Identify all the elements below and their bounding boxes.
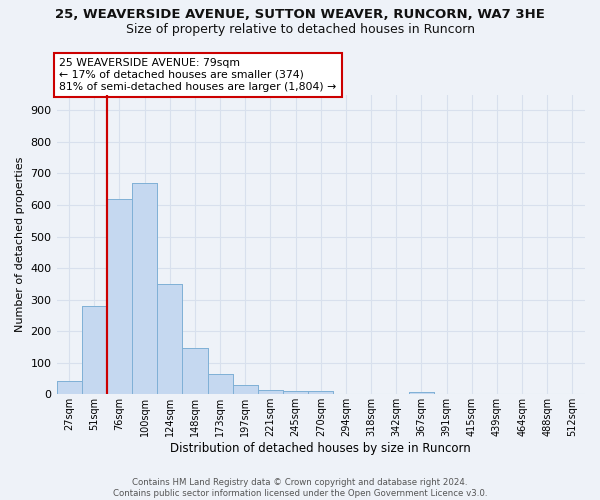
Bar — [308, 391, 334, 394]
Bar — [233, 386, 258, 394]
Bar — [182, 348, 208, 395]
Bar — [56, 381, 82, 394]
Bar — [283, 390, 308, 394]
Text: Size of property relative to detached houses in Runcorn: Size of property relative to detached ho… — [125, 22, 475, 36]
Text: 25, WEAVERSIDE AVENUE, SUTTON WEAVER, RUNCORN, WA7 3HE: 25, WEAVERSIDE AVENUE, SUTTON WEAVER, RU… — [55, 8, 545, 20]
Bar — [157, 284, 182, 395]
Bar — [157, 284, 182, 395]
Bar — [182, 348, 208, 395]
Bar — [132, 183, 157, 394]
Bar — [82, 306, 107, 394]
Bar — [82, 306, 107, 394]
Bar — [258, 390, 283, 394]
Bar — [208, 374, 233, 394]
Bar — [308, 391, 334, 394]
Bar — [233, 386, 258, 394]
Bar — [107, 198, 132, 394]
X-axis label: Distribution of detached houses by size in Runcorn: Distribution of detached houses by size … — [170, 442, 471, 455]
Y-axis label: Number of detached properties: Number of detached properties — [15, 156, 25, 332]
Bar — [283, 390, 308, 394]
Bar — [258, 390, 283, 394]
Bar — [107, 198, 132, 394]
Text: 25 WEAVERSIDE AVENUE: 79sqm
← 17% of detached houses are smaller (374)
81% of se: 25 WEAVERSIDE AVENUE: 79sqm ← 17% of det… — [59, 58, 337, 92]
Text: Contains HM Land Registry data © Crown copyright and database right 2024.
Contai: Contains HM Land Registry data © Crown c… — [113, 478, 487, 498]
Bar — [56, 381, 82, 394]
Bar — [132, 183, 157, 394]
Bar — [409, 392, 434, 394]
Bar — [208, 374, 233, 394]
Bar — [409, 392, 434, 394]
